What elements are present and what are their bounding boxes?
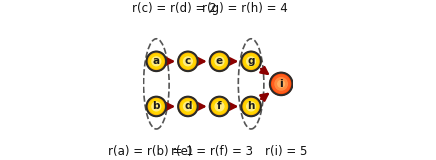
Circle shape bbox=[270, 73, 293, 95]
Circle shape bbox=[152, 57, 161, 66]
Circle shape bbox=[179, 53, 197, 70]
Text: r(g) = r(h) = 4: r(g) = r(h) = 4 bbox=[202, 2, 288, 15]
Circle shape bbox=[242, 98, 260, 115]
Text: c: c bbox=[185, 56, 191, 66]
Circle shape bbox=[211, 98, 228, 115]
Circle shape bbox=[149, 54, 164, 68]
Circle shape bbox=[275, 78, 287, 90]
Circle shape bbox=[241, 97, 261, 116]
Circle shape bbox=[184, 57, 192, 66]
Circle shape bbox=[179, 98, 197, 115]
Circle shape bbox=[242, 53, 260, 70]
Circle shape bbox=[212, 99, 227, 113]
Circle shape bbox=[278, 80, 285, 87]
Circle shape bbox=[215, 102, 224, 111]
Text: d: d bbox=[184, 101, 192, 112]
Text: r(i) = 5: r(i) = 5 bbox=[265, 145, 308, 158]
Text: g: g bbox=[247, 56, 255, 66]
Text: i: i bbox=[279, 79, 283, 89]
Circle shape bbox=[210, 97, 229, 116]
Circle shape bbox=[247, 57, 255, 66]
Text: f: f bbox=[217, 101, 222, 112]
Text: r(a) = r(b) = 1: r(a) = r(b) = 1 bbox=[108, 145, 193, 158]
Circle shape bbox=[244, 99, 258, 113]
Circle shape bbox=[215, 57, 224, 66]
Text: e: e bbox=[216, 56, 223, 66]
Circle shape bbox=[146, 52, 166, 71]
Circle shape bbox=[181, 99, 195, 113]
Circle shape bbox=[148, 98, 165, 115]
Circle shape bbox=[146, 97, 166, 116]
Text: r(e) = r(f) = 3: r(e) = r(f) = 3 bbox=[171, 145, 253, 158]
Circle shape bbox=[210, 52, 229, 71]
Text: a: a bbox=[153, 56, 160, 66]
Circle shape bbox=[212, 54, 227, 68]
Circle shape bbox=[149, 99, 164, 113]
Circle shape bbox=[178, 97, 198, 116]
Circle shape bbox=[152, 102, 161, 111]
Circle shape bbox=[247, 102, 255, 111]
Text: r(c) = r(d) = 2: r(c) = r(d) = 2 bbox=[132, 2, 217, 15]
Circle shape bbox=[184, 102, 192, 111]
Circle shape bbox=[148, 53, 165, 70]
Circle shape bbox=[244, 54, 258, 68]
Text: b: b bbox=[153, 101, 160, 112]
Circle shape bbox=[181, 54, 195, 68]
Circle shape bbox=[241, 52, 261, 71]
Text: h: h bbox=[247, 101, 255, 112]
Circle shape bbox=[211, 53, 228, 70]
Circle shape bbox=[178, 52, 198, 71]
Circle shape bbox=[272, 75, 290, 93]
